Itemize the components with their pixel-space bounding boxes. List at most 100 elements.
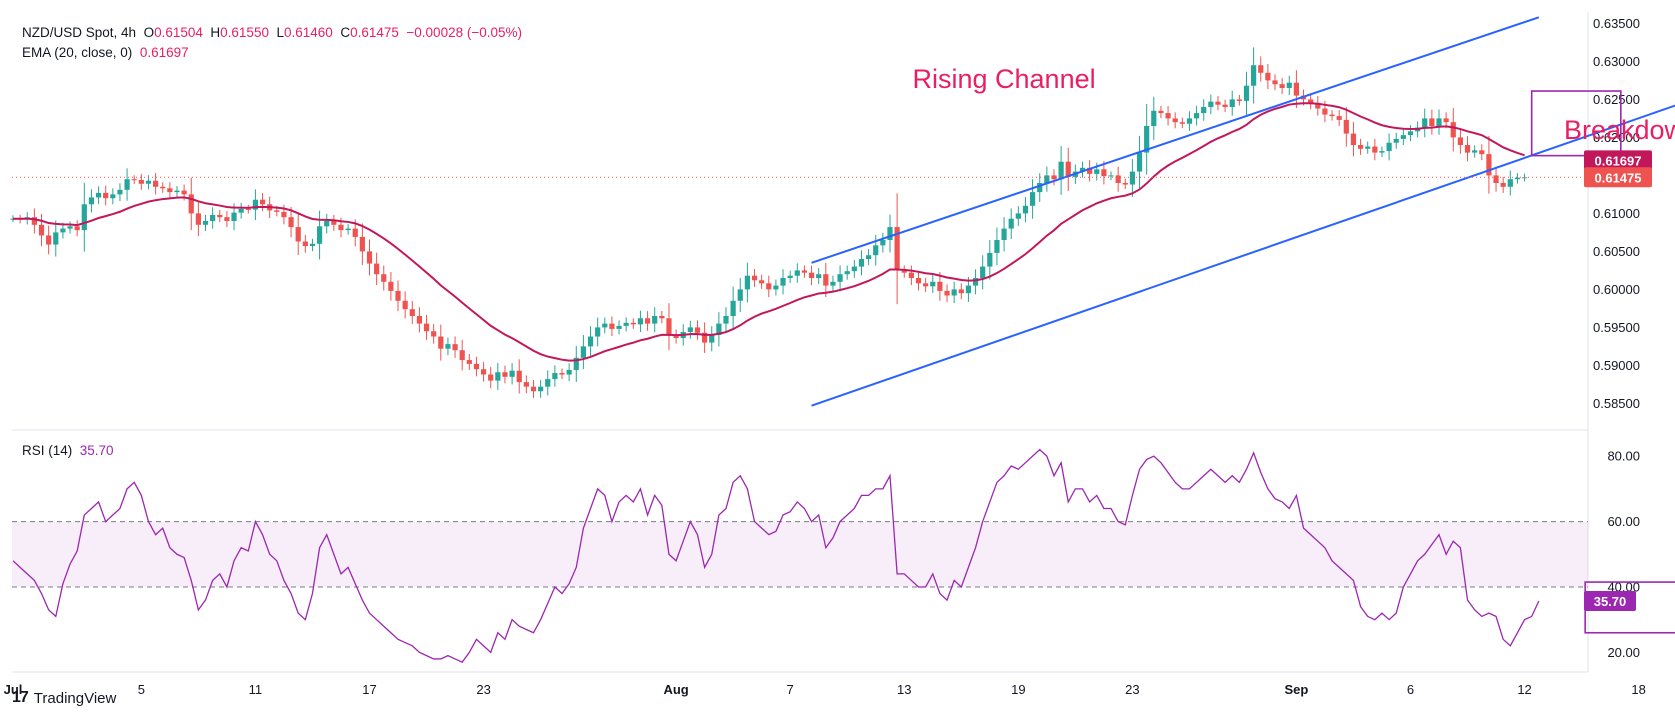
candle-body — [687, 327, 693, 332]
candle-body — [1208, 101, 1214, 107]
candle-body — [730, 300, 736, 316]
candle-body — [1450, 122, 1456, 138]
candle-body — [31, 217, 37, 225]
time-tick-label: Sep — [1284, 682, 1308, 697]
candle-body — [780, 278, 786, 286]
candle-body — [1286, 82, 1292, 88]
candle-body — [431, 331, 437, 337]
rsi-tick-label: 80.00 — [1607, 449, 1640, 464]
candle-body — [145, 180, 152, 184]
candle-body — [466, 360, 472, 364]
candle-body — [231, 212, 237, 221]
candle-body — [1472, 150, 1478, 153]
candle-body — [473, 363, 480, 370]
candle-body — [538, 386, 544, 392]
candle-body — [238, 208, 244, 213]
candle-body — [1357, 145, 1364, 149]
rsi-line — [12, 448, 1540, 664]
candle-body — [630, 322, 636, 325]
candle-body — [1464, 145, 1471, 153]
candle-body — [994, 240, 1000, 253]
candle-body — [452, 344, 458, 351]
candle-body — [980, 266, 986, 278]
candle-body — [281, 211, 287, 218]
price-tick-label: 0.60500 — [1593, 244, 1640, 259]
candle-body — [395, 290, 401, 301]
rsi-value-badge-label: 35.70 — [1594, 594, 1627, 609]
candle-body — [153, 180, 159, 187]
candle-body — [1129, 171, 1136, 185]
candle-body — [609, 323, 615, 329]
time-tick-label: 12 — [1517, 682, 1531, 697]
annotation-label: Rising Channel — [913, 64, 1096, 94]
candle-body — [1008, 218, 1014, 229]
candle-body — [587, 336, 594, 347]
candle-body — [438, 336, 444, 349]
candle-body — [309, 243, 316, 247]
time-tick-label: 11 — [249, 682, 263, 697]
candle-body — [1293, 82, 1299, 96]
breakdown-highlight-box — [1530, 90, 1622, 157]
candle-body — [1029, 192, 1036, 206]
candle-body — [1079, 167, 1086, 172]
candle-body — [181, 190, 187, 195]
candle-body — [1094, 169, 1100, 174]
tradingview-logo[interactable]: 17 TradingView — [12, 689, 116, 707]
candle-body — [644, 318, 651, 324]
candle-body — [502, 372, 508, 377]
candle-body — [1101, 169, 1107, 177]
close-value: 0.61475 — [350, 25, 399, 40]
candle-body — [1350, 133, 1357, 145]
candle-body — [1122, 183, 1128, 185]
price-tick-label: 0.60000 — [1593, 282, 1640, 297]
candle-body — [523, 382, 529, 387]
price-tick-label: 0.61000 — [1593, 206, 1640, 221]
candle-body — [1251, 65, 1257, 86]
candle-body — [1108, 175, 1114, 177]
candle-body — [1265, 72, 1271, 81]
candle-body — [1158, 110, 1164, 114]
candle-body — [381, 274, 387, 282]
rsi-band — [12, 521, 1588, 587]
candle-body — [331, 221, 337, 225]
candle-body — [566, 369, 572, 375]
price-tick-label: 0.59500 — [1593, 320, 1640, 335]
price-tick-label: 0.58500 — [1593, 396, 1640, 411]
candle-body — [1372, 146, 1378, 153]
candle-body — [224, 217, 230, 221]
candle-body — [445, 344, 451, 349]
close-label: C — [340, 25, 351, 40]
time-tick-label: Aug — [663, 682, 688, 697]
candle-body — [245, 208, 251, 210]
candle-body — [637, 318, 644, 325]
candle-body — [1229, 99, 1235, 107]
candle-body — [1236, 99, 1242, 101]
candle-body — [509, 370, 515, 377]
candle-body — [1136, 152, 1143, 172]
time-tick-label: 13 — [897, 682, 911, 697]
candle-body — [88, 197, 95, 205]
candle-body — [1258, 65, 1264, 73]
ema-legend: EMA (20, close, 0) 0.61697 — [22, 45, 189, 60]
candle-body — [1058, 161, 1064, 180]
candle-body — [1115, 175, 1121, 183]
candle-body — [1186, 118, 1193, 124]
candle-body — [1486, 154, 1492, 176]
ema-value: 0.61697 — [139, 45, 189, 60]
candle-body — [694, 327, 701, 333]
open-label: O — [143, 25, 155, 40]
candle-body — [409, 309, 415, 316]
candle-body — [801, 270, 808, 273]
candle-body — [1407, 131, 1414, 136]
candle-body — [787, 275, 793, 278]
candle-body — [1037, 183, 1043, 193]
candle-body — [131, 179, 137, 181]
candle-body — [1215, 101, 1221, 105]
candle-body — [915, 278, 922, 284]
candle-body — [965, 285, 972, 294]
candle-body — [751, 275, 758, 281]
candle-body — [1457, 137, 1463, 145]
candle-body — [1507, 179, 1513, 187]
candle-body — [1243, 85, 1250, 101]
